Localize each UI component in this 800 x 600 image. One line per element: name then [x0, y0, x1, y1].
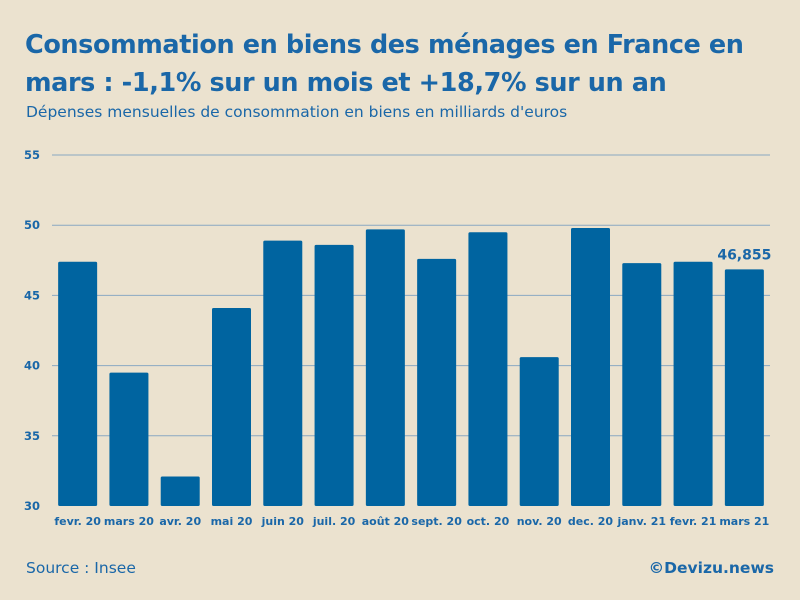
- source-note: Source : Insee: [26, 559, 136, 577]
- x-tick-label: nov. 20: [517, 515, 562, 528]
- bar-13: [724, 269, 764, 506]
- credit-label: ©Devizu.news: [648, 559, 774, 577]
- bar-11: [622, 263, 662, 506]
- data-label-mars-21: 46,855: [717, 247, 771, 263]
- y-tick-label: 50: [24, 218, 40, 232]
- x-tick-label: juin 20: [261, 515, 305, 528]
- bar-7: [417, 258, 457, 506]
- x-tick-label: août 20: [362, 515, 410, 528]
- bar-5: [314, 244, 354, 506]
- bar-6: [365, 229, 405, 507]
- y-axis-tick-labels: 30 35 40 45 50 55: [24, 148, 40, 513]
- x-tick-label: mars 21: [719, 515, 769, 528]
- chart-subtitle: Dépenses mensuelles de consommation en b…: [26, 103, 568, 121]
- bar-9: [519, 357, 559, 506]
- y-tick-label: 35: [24, 429, 40, 443]
- x-tick-label: fevr. 21: [670, 515, 717, 528]
- x-tick-label: avr. 20: [159, 515, 201, 528]
- x-tick-label: juil. 20: [312, 515, 356, 528]
- gridlines: [52, 154, 770, 437]
- annotations: 46,855: [717, 247, 771, 263]
- bar-0: [58, 261, 98, 506]
- x-tick-label: mars 20: [104, 515, 154, 528]
- bar-2: [160, 476, 200, 506]
- bar-8: [468, 232, 508, 506]
- chart-title: Consommation en biens des ménages en Fra…: [25, 30, 744, 98]
- bar-12: [673, 261, 713, 506]
- bar-3: [212, 308, 251, 506]
- bars: [58, 228, 764, 507]
- x-axis-tick-labels: fevr. 20 mars 20 avr. 20 mai 20 juin 20 juil.…: [54, 515, 769, 528]
- x-tick-label: sept. 20: [411, 515, 462, 528]
- x-tick-label: fevr. 20: [54, 515, 101, 528]
- bar-10: [571, 228, 610, 506]
- y-tick-label: 40: [24, 359, 40, 373]
- y-tick-label: 55: [24, 148, 40, 162]
- bar-4: [263, 240, 303, 507]
- y-tick-label: 45: [24, 288, 40, 302]
- y-tick-label: 30: [24, 499, 40, 513]
- x-tick-label: dec. 20: [568, 515, 614, 528]
- x-tick-label: janv. 21: [616, 515, 666, 528]
- bar-1: [109, 372, 149, 506]
- x-tick-label: mai 20: [211, 515, 253, 528]
- x-tick-label: oct. 20: [467, 515, 510, 528]
